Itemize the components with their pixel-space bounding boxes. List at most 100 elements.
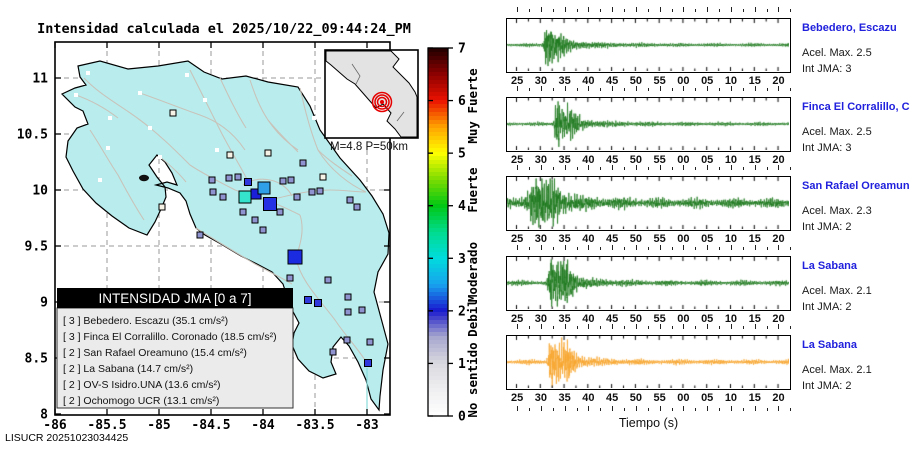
time-tick-label: 20 bbox=[772, 392, 785, 404]
intensity-marker bbox=[329, 348, 337, 356]
colorbar-frame bbox=[427, 47, 449, 417]
acceleration-max: Acel. Max. 2.3 bbox=[802, 205, 872, 217]
colorbar-slice bbox=[428, 104, 448, 109]
inset-landmass bbox=[325, 50, 418, 138]
longitude-tick-label: -85.5 bbox=[87, 418, 126, 433]
colorbar-tick-label: 3 bbox=[458, 252, 466, 267]
road bbox=[267, 119, 299, 153]
time-tick-label: 30 bbox=[534, 313, 547, 325]
time-tick-label: 40 bbox=[582, 154, 595, 166]
latitude-tick-label: 11 bbox=[32, 72, 48, 87]
acceleration-max: Acel. Max. 2.1 bbox=[802, 364, 872, 376]
time-tick-label: 50 bbox=[629, 154, 643, 166]
intensity-marker bbox=[209, 188, 217, 196]
road bbox=[159, 156, 187, 183]
longitude-labels: -86 -85.5 -85 -84.5 -84 -83.5 -83 bbox=[43, 418, 378, 433]
time-tick-label: 15 bbox=[748, 392, 761, 404]
time-tick-label: 45 bbox=[606, 233, 619, 245]
colorbar-tick-label: 1 bbox=[458, 357, 466, 372]
time-tick-label: 20 bbox=[772, 154, 785, 166]
time-tick-label: 45 bbox=[606, 313, 619, 325]
colorbar-slice bbox=[428, 292, 448, 297]
colorbar-slice bbox=[428, 296, 448, 301]
colorbar-slice bbox=[428, 328, 448, 333]
time-tick-label: 05 bbox=[701, 154, 714, 166]
colorbar-slice bbox=[428, 376, 448, 381]
colorbar-slice bbox=[428, 408, 448, 413]
intensity-marker bbox=[279, 177, 287, 185]
colorbar-slice bbox=[428, 60, 448, 65]
colorbar-slice bbox=[428, 284, 448, 289]
colorbar-slice bbox=[428, 320, 448, 325]
colorbar-slice bbox=[428, 332, 448, 337]
colorbar-slice bbox=[428, 136, 448, 141]
seismogram-pane: Tiempo (s) 25 30 35 40 45 50 55 00 05 10 15 20 Bebed… bbox=[490, 0, 910, 460]
colorbar-slice bbox=[428, 268, 448, 273]
latitude-tick-label: 8 bbox=[40, 408, 48, 423]
colorbar-tick-label: 2 bbox=[458, 304, 466, 319]
intensity-marker bbox=[316, 187, 324, 195]
colorbar-slice bbox=[428, 336, 448, 341]
colorbar-slice bbox=[428, 412, 448, 417]
colorbar-slice bbox=[428, 96, 448, 101]
station-markers bbox=[74, 71, 374, 367]
colorbar-slice bbox=[428, 200, 448, 205]
intensity-marker bbox=[138, 91, 142, 95]
intensity-marker bbox=[287, 249, 303, 265]
intensity-marker bbox=[219, 193, 227, 201]
colorbar-slice bbox=[428, 204, 448, 209]
intensity-marker bbox=[259, 226, 267, 234]
intensity-marker bbox=[208, 176, 216, 184]
colorbar-slice bbox=[428, 108, 448, 113]
time-tick-label: 45 bbox=[606, 392, 619, 404]
legend-title: INTENSIDAD JMA [0 a 7] bbox=[98, 291, 251, 306]
legend-row: [ 2 ] La Sabana (14.7 cm/s²) bbox=[63, 363, 193, 375]
seismogram-panel bbox=[506, 18, 791, 73]
time-tick-label: 25 bbox=[510, 154, 524, 166]
time-ruler bbox=[506, 324, 792, 329]
colorbar-slice bbox=[428, 216, 448, 221]
colorbar-band-label: No sentido bbox=[465, 342, 480, 417]
longitude-tick-label: -84.5 bbox=[191, 418, 230, 433]
intensity-marker bbox=[346, 196, 354, 204]
colorbar-slice bbox=[428, 264, 448, 269]
time-tick-label: 05 bbox=[701, 233, 714, 245]
time-tick-label: 15 bbox=[748, 313, 761, 325]
station-name: Finca El Corralillo, Coro bbox=[802, 101, 910, 113]
colorbar-slice bbox=[428, 316, 448, 321]
time-ruler bbox=[506, 86, 792, 91]
colorbar-slice bbox=[428, 220, 448, 225]
acceleration-max: Acel. Max. 2.1 bbox=[802, 285, 872, 297]
colorbar-slice bbox=[428, 356, 448, 361]
intensity-jma: Int JMA: 2 bbox=[802, 221, 852, 233]
intensity-legend: INTENSIDAD JMA [0 a 7] [ 3 ] Bebedero. E… bbox=[56, 288, 294, 409]
time-tick-label: 50 bbox=[629, 233, 643, 245]
station-name: Bebedero, Escazu bbox=[802, 22, 897, 34]
epicenter-icon bbox=[371, 91, 393, 113]
acceleration-max: Acel. Max. 2.5 bbox=[802, 126, 872, 138]
intensity-marker bbox=[234, 173, 242, 181]
time-tick-label: 15 bbox=[748, 154, 761, 166]
time-ruler bbox=[506, 7, 792, 12]
colorbar-slice bbox=[428, 248, 448, 253]
latitude-tick-label: 10.5 bbox=[17, 128, 48, 143]
colorbar-slice bbox=[428, 192, 448, 197]
time-tick-label: 40 bbox=[582, 233, 595, 245]
time-tick-label: 05 bbox=[701, 75, 714, 87]
intensity-map: Intensidad calculada el 2025/10/22_09:44… bbox=[5, 21, 480, 444]
intensity-marker bbox=[244, 178, 252, 186]
intensity-marker bbox=[226, 151, 234, 159]
intensity-marker bbox=[158, 203, 166, 211]
colorbar-slice bbox=[428, 400, 448, 405]
time-tick-label: 30 bbox=[534, 233, 547, 245]
intensity-marker bbox=[225, 174, 233, 182]
road bbox=[75, 94, 119, 119]
gulf-island bbox=[139, 174, 149, 182]
colorbar-slice bbox=[428, 372, 448, 377]
colorbar-band-label: Fuerte bbox=[465, 167, 480, 213]
time-tick-label: 25 bbox=[510, 313, 524, 325]
time-tick-label: 55 bbox=[653, 75, 666, 87]
intensity-marker bbox=[263, 197, 277, 211]
time-tick-label: 50 bbox=[629, 75, 643, 87]
colorbar-slice bbox=[428, 288, 448, 293]
